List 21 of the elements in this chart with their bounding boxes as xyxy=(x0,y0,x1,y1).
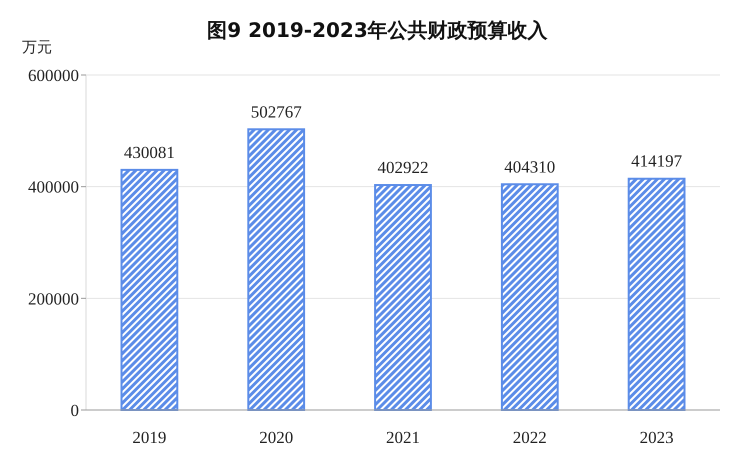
y-tick-label: 600000 xyxy=(28,66,79,85)
data-label: 430081 xyxy=(124,142,175,162)
x-tick-label: 2019 xyxy=(132,428,166,447)
bar xyxy=(247,128,306,411)
bar xyxy=(120,168,178,411)
chart-title: 图9 2019-2023年公共财政预算收入 xyxy=(207,18,549,42)
x-tick-label: 2023 xyxy=(640,428,674,447)
x-tick-label: 2021 xyxy=(386,428,420,447)
y-axis-title: 万元 xyxy=(22,38,52,56)
data-label: 404310 xyxy=(504,157,556,176)
bar xyxy=(374,184,432,411)
y-tick-label: 200000 xyxy=(28,289,79,308)
x-tick-label: 2020 xyxy=(259,428,294,447)
y-tick-label: 0 xyxy=(70,401,79,420)
bar xyxy=(500,183,559,411)
bar xyxy=(628,178,686,411)
y-tick-label: 400000 xyxy=(28,178,79,197)
data-label: 414197 xyxy=(631,152,683,171)
x-tick-label: 2022 xyxy=(512,428,547,447)
data-label: 502767 xyxy=(250,102,302,122)
data-label: 402922 xyxy=(378,158,428,178)
